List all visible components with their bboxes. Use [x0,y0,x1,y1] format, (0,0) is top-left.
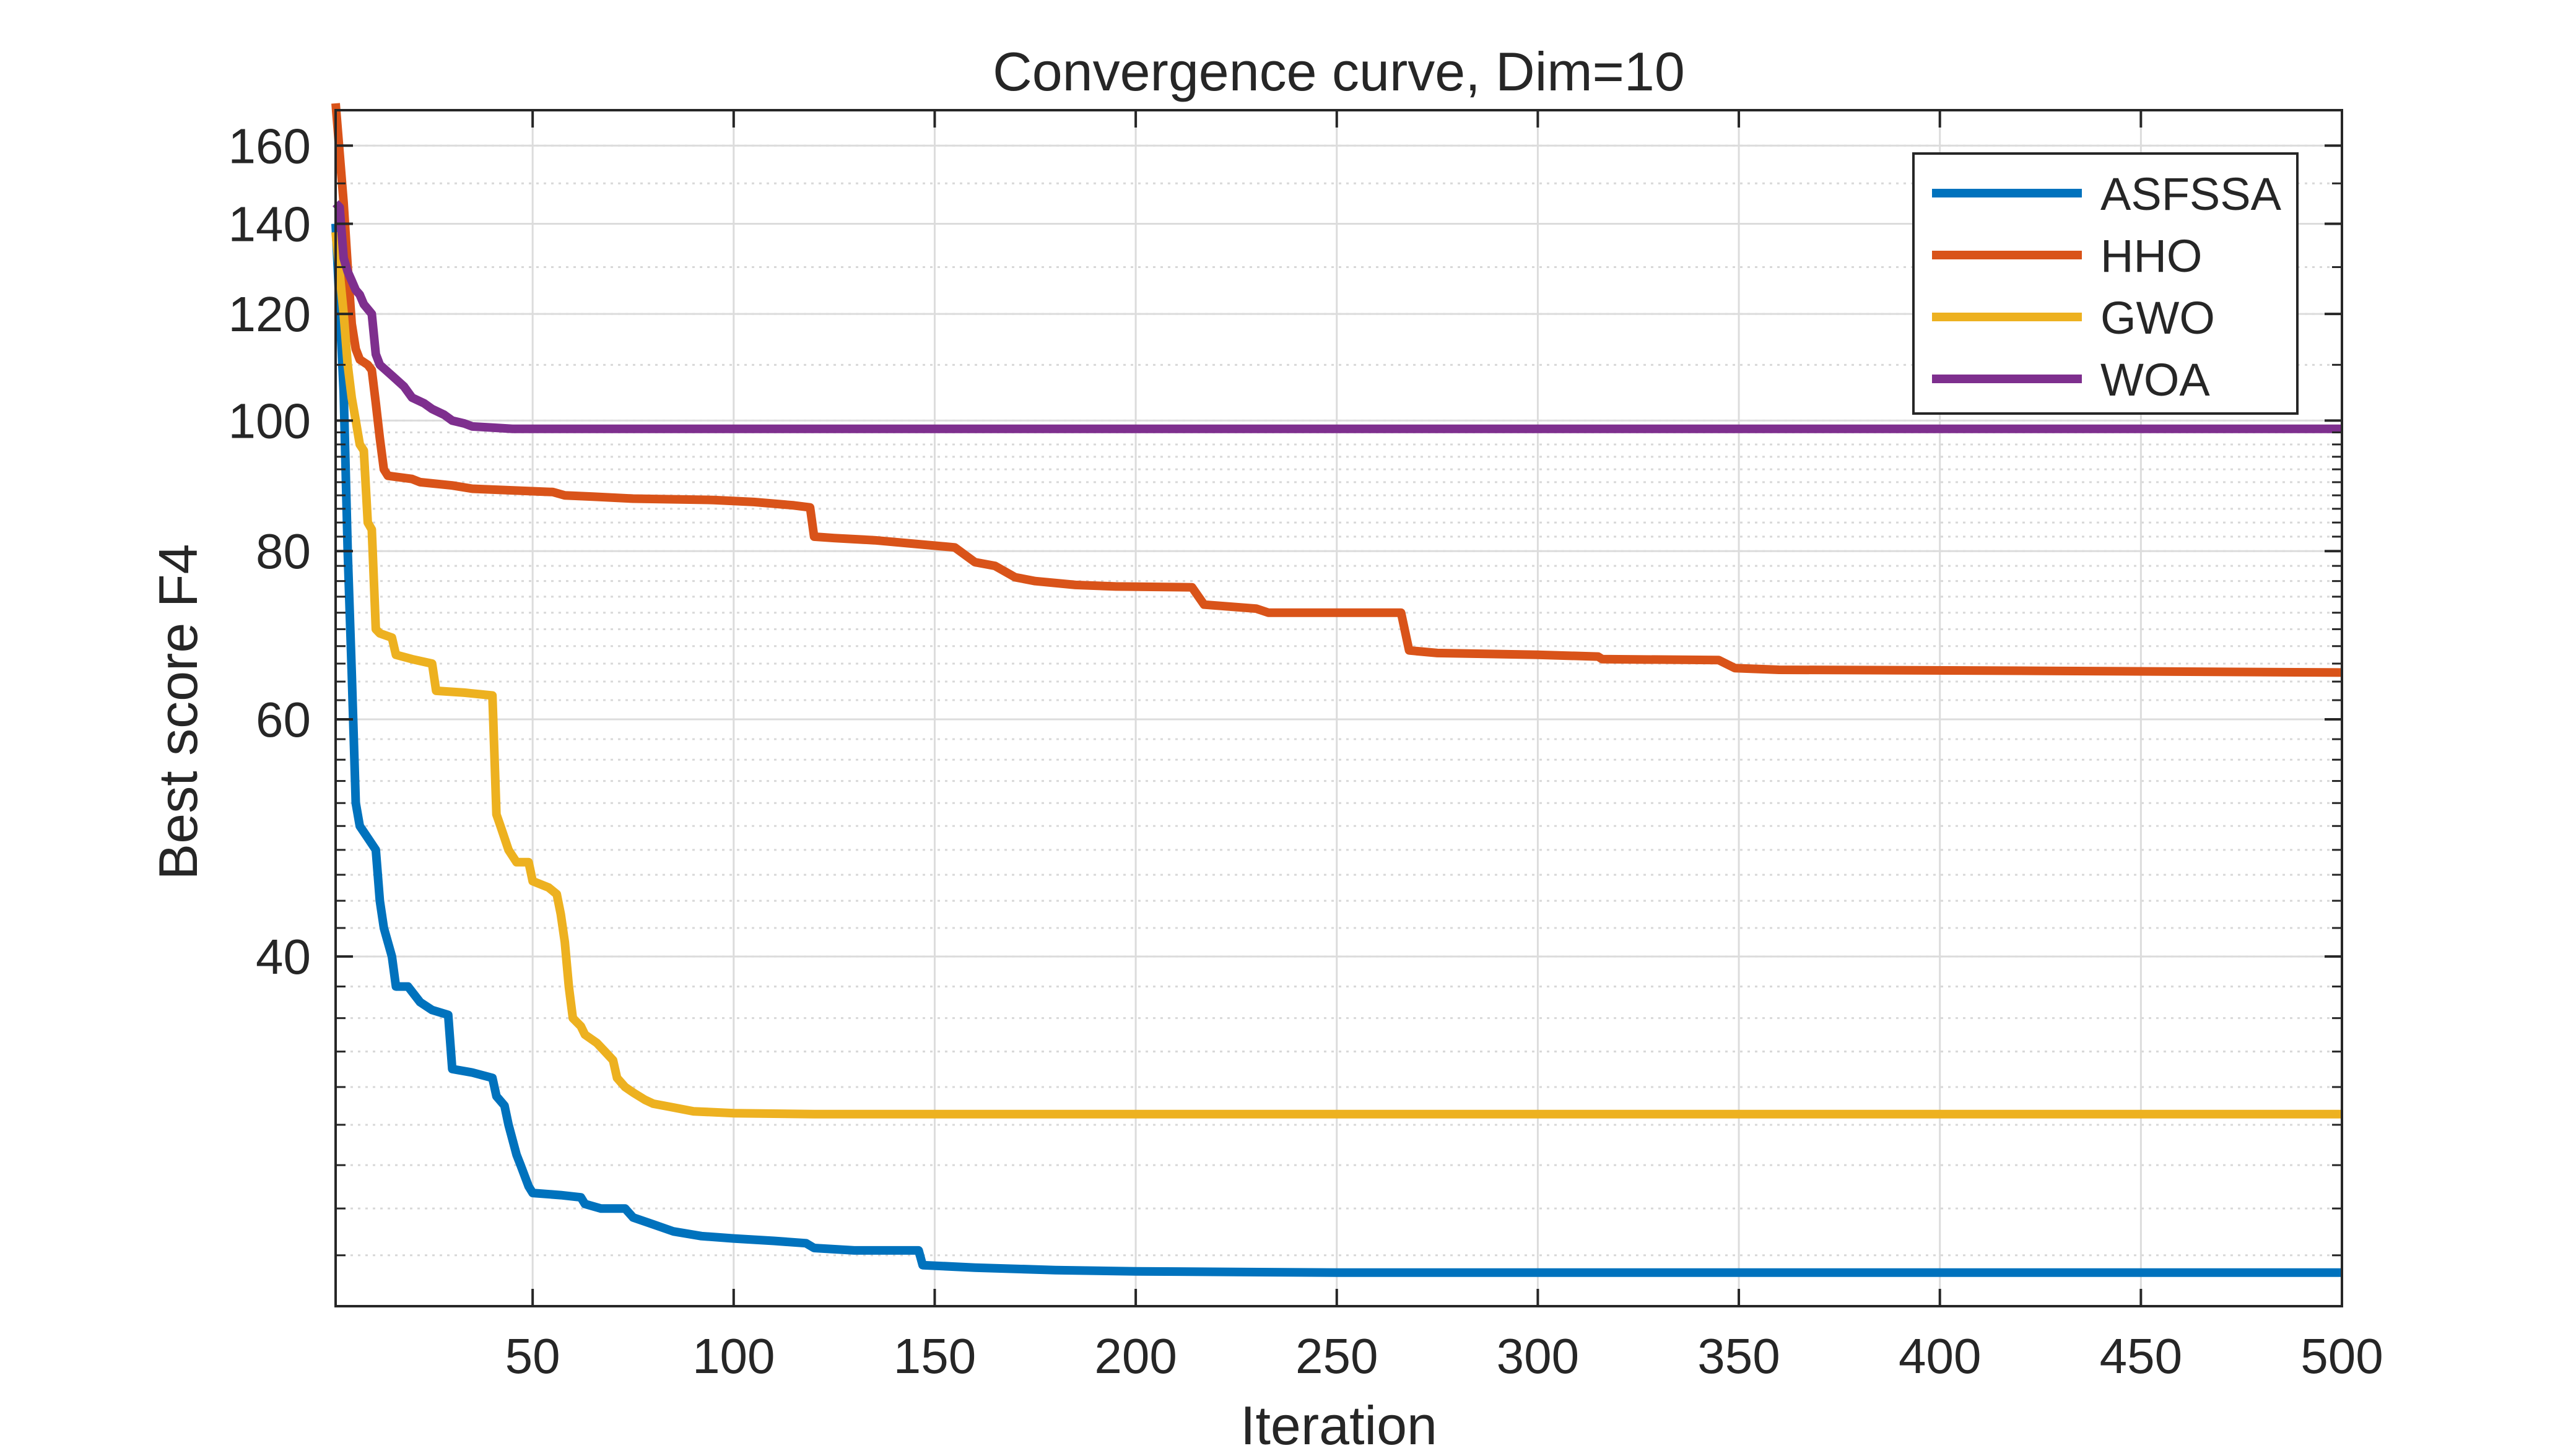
chart-title: Convergence curve, Dim=10 [993,41,1685,102]
series-line-asfssa [331,223,2342,1277]
series-line-woa [333,200,2342,433]
axes-box [334,109,2343,1307]
x-tick-label: 300 [1497,1328,1579,1384]
legend: ASFSSA HHO GWO WOA [1912,152,2299,415]
legend-label-gwo: GWO [2100,292,2215,344]
legend-label-asfssa: ASFSSA [2100,168,2282,220]
legend-label-woa: WOA [2100,354,2210,405]
x-tick-label: 250 [1295,1328,1378,1384]
x-tick-labels: 50 100 150 200 250 300 350 400 450 500 [505,1328,2383,1384]
x-tick-label: 400 [1899,1328,1981,1384]
legend-entries: ASFSSA HHO GWO WOA [1932,168,2282,405]
x-tick-label: 100 [692,1328,775,1384]
y-tick-label: 60 [256,692,311,747]
y-tick-label: 100 [228,393,311,448]
y-tick-label: 40 [256,929,311,984]
x-tick-label: 50 [505,1328,560,1384]
x-tick-label: 500 [2300,1328,2383,1384]
x-tick-label: 350 [1697,1328,1780,1384]
x-tick-label: 450 [2100,1328,2182,1384]
y-tick-label: 80 [256,524,311,579]
series-line-gwo [331,232,2342,1119]
y-tick-label: 140 [228,196,311,251]
y-tick-label: 160 [228,118,311,173]
y-axis-label: Best score F4 [147,544,209,880]
x-tick-label: 150 [894,1328,976,1384]
x-axis-label: Iteration [1240,1395,1437,1456]
series-layer [331,103,2343,1277]
x-tick-label: 200 [1094,1328,1177,1384]
y-tick-label: 120 [228,287,311,342]
tick-marks [336,109,2343,1307]
legend-label-hho: HHO [2100,230,2202,282]
series-line-hho [331,103,2343,677]
y-tick-labels: 40 60 80 100 120 140 160 [228,118,311,984]
